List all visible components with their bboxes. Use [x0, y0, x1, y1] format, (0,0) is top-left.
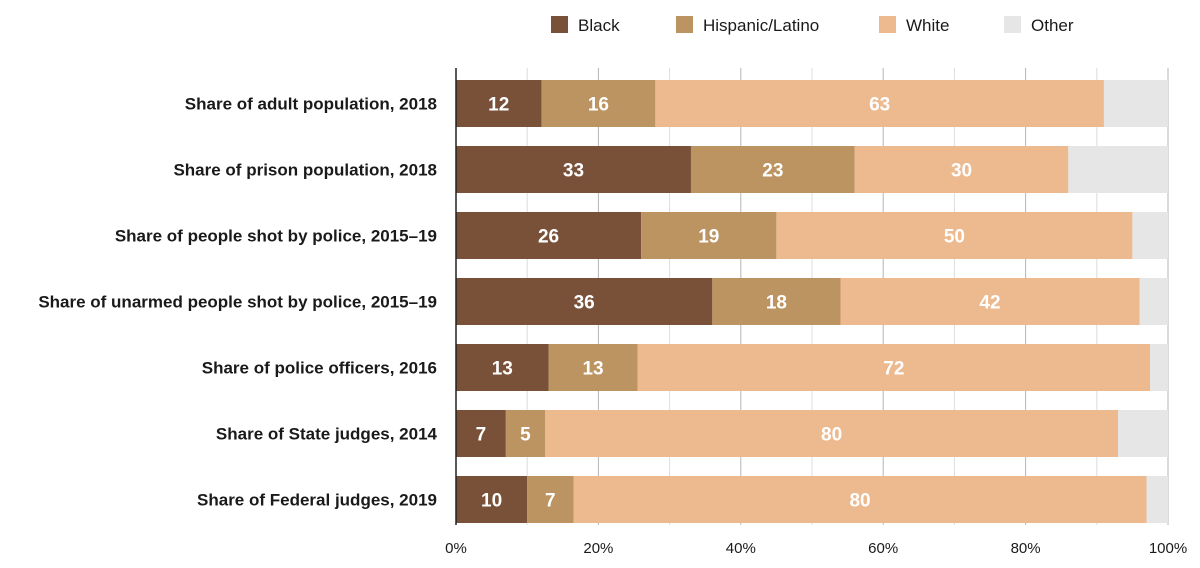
data-label: 13: [582, 359, 603, 380]
x-tick-label: 60%: [868, 540, 898, 557]
x-tick-label: 0%: [445, 540, 467, 557]
category-label: Share of Federal judges, 2019: [197, 491, 437, 510]
data-label: 36: [574, 293, 595, 314]
bar-other-3: [1139, 278, 1168, 325]
x-tick-label: 100%: [1149, 540, 1187, 557]
bar-other-4: [1150, 344, 1168, 391]
bar-black-1: [456, 146, 691, 193]
legend-swatch-black: [551, 16, 568, 33]
category-label: Share of police officers, 2016: [202, 359, 437, 378]
data-label: 10: [481, 491, 502, 512]
category-label: Share of adult population, 2018: [185, 95, 437, 114]
data-label: 5: [520, 425, 531, 446]
data-label: 7: [545, 491, 556, 512]
bar-hispanic-latino-0: [541, 80, 656, 127]
data-label: 42: [979, 293, 1000, 314]
bar-hispanic-latino-2: [641, 212, 777, 259]
legend-swatch-hispanic-latino: [676, 16, 693, 33]
category-label: Share of prison population, 2018: [173, 161, 437, 180]
data-label: 33: [563, 161, 584, 182]
category-label: Share of unarmed people shot by police, …: [38, 293, 437, 312]
bar-white-5: [545, 410, 1119, 457]
legend-label: Black: [578, 16, 620, 35]
data-label: 63: [869, 95, 890, 116]
data-label: 12: [488, 95, 509, 116]
bar-hispanic-latino-6: [527, 476, 574, 523]
x-tick-label: 80%: [1011, 540, 1041, 557]
bar-hispanic-latino-4: [548, 344, 638, 391]
bar-hispanic-latino-3: [712, 278, 841, 325]
legend-label: White: [906, 16, 949, 35]
bar-other-1: [1068, 146, 1168, 193]
bar-white-2: [776, 212, 1133, 259]
legend-swatch-white: [879, 16, 896, 33]
data-label: 23: [762, 161, 783, 182]
data-label: 80: [849, 491, 870, 512]
bar-white-4: [637, 344, 1151, 391]
bar-other-2: [1132, 212, 1168, 259]
bar-black-3: [456, 278, 713, 325]
data-label: 30: [951, 161, 972, 182]
data-label: 72: [883, 359, 904, 380]
bar-black-5: [456, 410, 506, 457]
legend-label: Hispanic/Latino: [703, 16, 819, 35]
legend-label: Other: [1031, 16, 1074, 35]
bar-hispanic-latino-5: [505, 410, 545, 457]
data-label: 50: [944, 227, 965, 248]
bar-black-4: [456, 344, 549, 391]
data-label: 16: [588, 95, 609, 116]
bar-black-2: [456, 212, 642, 259]
bar-other-5: [1118, 410, 1168, 457]
bar-white-1: [854, 146, 1069, 193]
category-label: Share of State judges, 2014: [216, 425, 438, 444]
bar-hispanic-latino-1: [690, 146, 855, 193]
data-label: 26: [538, 227, 559, 248]
bar-white-3: [840, 278, 1140, 325]
legend-swatch-other: [1004, 16, 1021, 33]
bar-black-0: [456, 80, 542, 127]
bar-white-6: [573, 476, 1147, 523]
data-label: 13: [492, 359, 513, 380]
data-label: 80: [821, 425, 842, 446]
x-tick-label: 20%: [583, 540, 613, 557]
bar-other-0: [1103, 80, 1168, 127]
bar-white-0: [655, 80, 1104, 127]
data-label: 18: [766, 293, 787, 314]
data-label: 7: [476, 425, 487, 446]
bar-other-6: [1146, 476, 1168, 523]
data-label: 19: [698, 227, 719, 248]
x-tick-label: 40%: [726, 540, 756, 557]
bar-black-6: [456, 476, 528, 523]
category-label: Share of people shot by police, 2015–19: [115, 227, 437, 246]
